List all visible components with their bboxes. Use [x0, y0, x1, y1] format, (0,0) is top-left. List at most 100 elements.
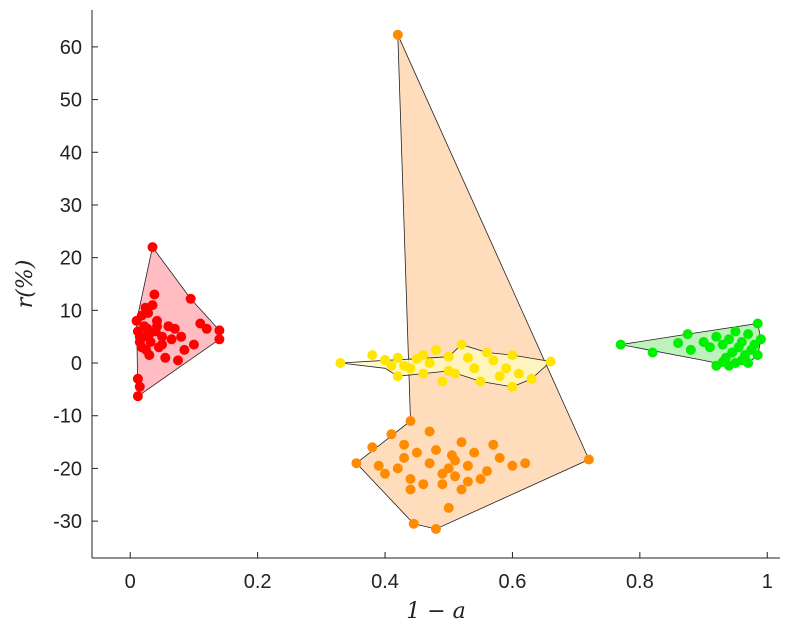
point-red-2	[214, 325, 225, 336]
x-ticks: 0 0.2 0.4 0.6 0.8 1	[125, 552, 773, 593]
x-tick-label: 1	[762, 571, 773, 593]
point-orange-24	[475, 474, 486, 484]
point-orange-9	[373, 460, 384, 471]
point-green-27	[711, 360, 722, 371]
point-yellow-28	[418, 350, 429, 361]
point-orange-10	[380, 468, 390, 479]
point-red-36	[152, 321, 162, 332]
x-tick-label: 0.4	[371, 571, 399, 593]
point-red-16	[145, 337, 156, 347]
point-green-1	[647, 347, 658, 358]
x-axis-label: 1 − a	[406, 599, 466, 624]
point-orange-3	[408, 518, 419, 529]
point-red-22	[157, 331, 168, 342]
point-red-25	[166, 334, 177, 345]
point-green-10	[724, 334, 734, 345]
point-orange-33	[488, 439, 499, 450]
point-green-21	[752, 350, 763, 361]
point-orange-32	[456, 437, 467, 448]
point-orange-16	[424, 458, 435, 469]
point-orange-14	[411, 447, 422, 458]
point-red-5	[132, 373, 143, 384]
point-red-37	[157, 339, 168, 350]
point-green-0	[615, 339, 626, 350]
point-red-18	[149, 289, 160, 300]
y-tick-label: 30	[60, 195, 82, 217]
point-red-27	[173, 355, 183, 366]
point-green-14	[736, 337, 747, 347]
point-orange-36	[462, 476, 473, 487]
point-orange-8	[367, 442, 378, 453]
y-tick-label: -10	[53, 406, 82, 428]
point-orange-35	[450, 471, 461, 482]
point-yellow-20	[437, 376, 448, 387]
point-yellow-19	[424, 358, 435, 368]
point-red-35	[144, 350, 155, 361]
point-green-7	[711, 331, 722, 342]
y-tick-label: 50	[60, 90, 82, 112]
point-yellow-10	[507, 350, 518, 361]
point-yellow-0	[335, 358, 346, 368]
point-orange-12	[399, 452, 410, 463]
point-yellow-22	[462, 352, 473, 363]
point-yellow-27	[431, 344, 441, 355]
point-orange-26	[494, 452, 505, 463]
y-ticks: 60 50 40 30 20 10 0 -10 -20 -30	[53, 37, 98, 533]
point-orange-17	[431, 445, 441, 455]
data-points	[131, 29, 766, 534]
point-red-1	[185, 293, 196, 304]
point-yellow-11	[482, 347, 492, 358]
point-orange-15	[418, 479, 429, 490]
point-yellow-17	[392, 352, 403, 363]
point-red-29	[179, 344, 190, 355]
point-orange-6	[386, 429, 397, 440]
point-yellow-26	[513, 368, 524, 379]
point-yellow-29	[399, 360, 410, 371]
point-orange-0	[392, 29, 403, 40]
point-red-39	[142, 323, 153, 334]
y-tick-label: -20	[53, 458, 82, 480]
point-red-6	[134, 381, 145, 392]
x-tick-label: 0	[125, 571, 136, 593]
y-tick-label: -30	[53, 511, 82, 533]
point-orange-2	[431, 524, 441, 534]
point-red-26	[169, 323, 180, 334]
point-green-4	[685, 344, 696, 355]
point-yellow-12	[456, 339, 467, 350]
point-orange-28	[520, 458, 531, 469]
point-red-38	[134, 331, 145, 342]
y-axis-label: r(%)	[13, 260, 38, 309]
point-orange-1	[583, 454, 594, 465]
point-red-34	[140, 302, 151, 313]
y-tick-label: 0	[71, 353, 82, 375]
point-green-6	[704, 342, 715, 353]
point-yellow-8	[494, 371, 505, 382]
point-red-32	[201, 323, 212, 334]
point-orange-29	[443, 502, 454, 513]
point-red-33	[136, 310, 147, 321]
point-red-28	[176, 331, 187, 342]
point-yellow-3	[418, 368, 429, 379]
point-yellow-6	[507, 381, 518, 392]
point-yellow-9	[545, 356, 556, 367]
point-yellow-7	[526, 373, 537, 384]
point-yellow-16	[367, 350, 378, 361]
point-orange-37	[446, 450, 457, 461]
point-red-0	[147, 242, 158, 253]
y-tick-label: 20	[60, 248, 82, 270]
point-orange-25	[482, 466, 492, 477]
point-orange-34	[437, 479, 448, 490]
hull-red	[136, 246, 220, 397]
x-tick-label: 0.6	[499, 571, 527, 593]
point-yellow-24	[488, 355, 499, 366]
point-green-2	[673, 338, 684, 348]
axes	[91, 10, 780, 559]
y-tick-label: 60	[60, 37, 82, 59]
point-green-3	[682, 329, 693, 340]
point-yellow-15	[380, 354, 390, 365]
point-green-20	[755, 334, 766, 345]
point-yellow-2	[392, 371, 403, 382]
point-orange-21	[456, 484, 467, 495]
point-orange-30	[405, 484, 416, 495]
